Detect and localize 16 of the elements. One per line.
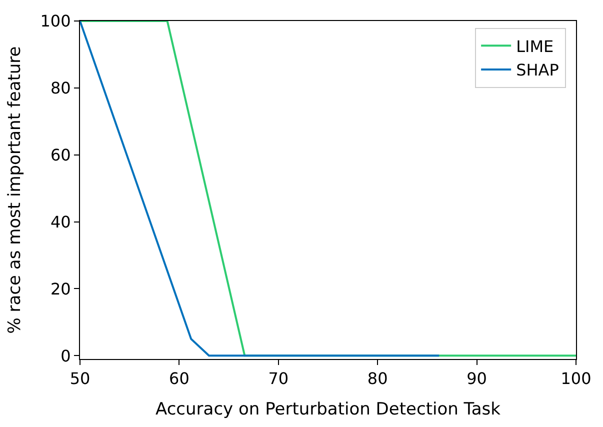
y-tick-label: 60 <box>50 145 71 164</box>
x-axis-title: Accuracy on Perturbation Detection Task <box>156 400 501 420</box>
y-tick-label: 40 <box>50 212 71 232</box>
y-tick-label: 0 <box>60 346 71 366</box>
legend-label: SHAP <box>516 60 560 80</box>
y-tick-label: 100 <box>40 12 71 31</box>
x-tick-label: 70 <box>268 369 289 388</box>
y-axis-title: % race as most important feature <box>4 46 25 334</box>
y-tick-label: 20 <box>50 279 71 298</box>
x-tick-label: 80 <box>367 369 388 388</box>
x-tick-label: 100 <box>560 369 592 388</box>
x-tick-label: 60 <box>169 369 190 388</box>
y-tick-label: 80 <box>50 78 71 98</box>
x-tick-label: 90 <box>466 369 487 388</box>
x-tick-label: 50 <box>70 369 90 388</box>
legend-label: LIME <box>516 36 554 56</box>
